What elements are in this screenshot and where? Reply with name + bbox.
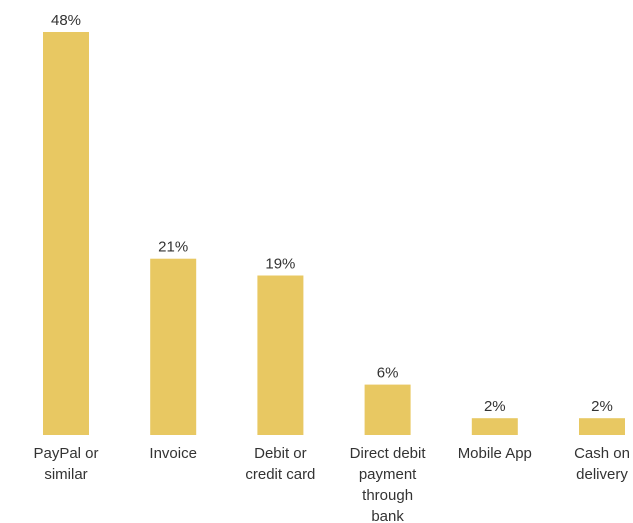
bar-1 <box>150 258 197 435</box>
value-label-0: 48% <box>51 12 81 29</box>
category-label-line: Cash on <box>574 445 630 462</box>
category-label-line: credit card <box>245 466 315 483</box>
category-label-4: Mobile App <box>458 445 532 462</box>
value-label-1: 21% <box>158 239 188 256</box>
category-label-line: bank <box>371 508 404 523</box>
category-label-line: Debit or <box>254 445 307 462</box>
category-label-line: similar <box>44 466 87 483</box>
category-label-1: Invoice <box>149 445 197 462</box>
bar-4 <box>471 418 518 435</box>
category-label-0: PayPal or similar <box>33 445 98 483</box>
category-label-5: Cash on delivery <box>574 445 630 483</box>
category-label-line: payment <box>359 466 417 483</box>
category-label-line: delivery <box>576 466 628 483</box>
category-label-line: through <box>362 487 413 504</box>
category-label-3: Direct debit payment through bank <box>350 445 427 523</box>
bar-3 <box>364 384 411 435</box>
value-labels-group: 48% 21% 19% 6% 2% 2% <box>51 12 613 415</box>
bar-5 <box>579 418 625 435</box>
category-label-line: Direct debit <box>350 445 427 462</box>
bars-group <box>43 32 625 435</box>
value-label-4: 2% <box>484 398 506 415</box>
bar-2 <box>257 275 304 435</box>
category-label-line: PayPal or <box>33 445 98 462</box>
category-label-2: Debit or credit card <box>245 445 315 483</box>
value-label-5: 2% <box>591 398 613 415</box>
value-label-3: 6% <box>377 365 399 382</box>
value-label-2: 19% <box>265 256 295 273</box>
category-label-line: Invoice <box>149 445 197 462</box>
category-label-line: Mobile App <box>458 445 532 462</box>
category-labels-group: PayPal or similar Invoice Debit or credit ca… <box>33 445 629 523</box>
bar-0 <box>43 32 89 435</box>
